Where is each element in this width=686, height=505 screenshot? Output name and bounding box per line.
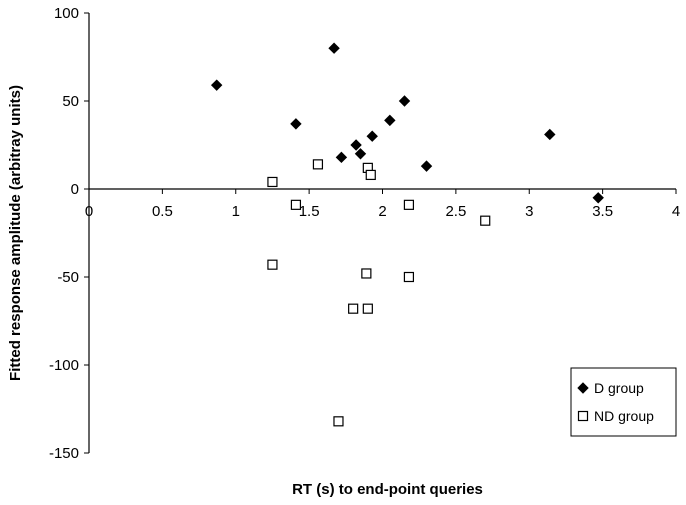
d-group-point	[335, 151, 348, 164]
legend-box	[570, 367, 677, 437]
x-tick-label: 3.5	[592, 203, 613, 220]
nd-group-point	[362, 303, 373, 314]
nd-group-point	[480, 215, 491, 226]
d-group-point	[290, 118, 302, 130]
d-group-point	[366, 130, 378, 142]
nd-group-point	[403, 199, 415, 210]
nd-group-point	[267, 176, 278, 188]
legend-d-group-label: D group	[594, 380, 644, 396]
x-tick-label: 0	[85, 203, 93, 220]
nd-group-point	[312, 159, 324, 170]
y-tick-label: 0	[71, 181, 79, 198]
x-tick-label: 2	[378, 203, 386, 220]
y-tick-label: 100	[54, 5, 79, 22]
nd-group-point	[365, 169, 376, 181]
d-group-point	[354, 148, 367, 160]
x-tick-label: 3	[525, 203, 533, 220]
d-group-point	[592, 192, 604, 204]
d-group-point	[328, 42, 340, 54]
d-group-point	[420, 160, 433, 172]
y-tick-label: -50	[57, 269, 79, 286]
nd-group-point	[348, 303, 359, 314]
ticks-layer: -150 -100 -50 0 50 100 0 0.5 1 1.5 2 2.5 3 3.5 4	[49, 5, 680, 462]
x-tick-label: 0.5	[152, 203, 173, 220]
d-group-point	[210, 79, 223, 91]
points-layer	[210, 42, 604, 427]
y-tick-label: 50	[62, 93, 79, 110]
d-group-point	[350, 139, 362, 151]
nd-group-point	[361, 268, 372, 279]
nd-group-point	[267, 259, 278, 270]
x-axis-title: RT (s) to end-point queries	[292, 481, 483, 498]
nd-group-point	[290, 199, 302, 210]
legend-nd-group-marker	[577, 410, 589, 422]
x-tick-label: 1	[232, 203, 240, 220]
x-tick-label: 4	[672, 203, 680, 220]
y-tick-label: -100	[49, 357, 79, 374]
d-group-point	[384, 114, 396, 127]
d-group-point	[544, 128, 556, 141]
x-tick-label: 1.5	[299, 203, 320, 220]
legend-d-group-marker	[577, 382, 589, 394]
nd-group-point	[333, 416, 344, 427]
d-group-point	[398, 95, 411, 107]
legend-nd-group-label: ND group	[594, 408, 654, 424]
legend: D group ND group	[570, 367, 677, 437]
nd-group-point	[403, 271, 415, 283]
y-tick-label: -150	[49, 445, 79, 462]
x-tick-label: 2.5	[445, 203, 466, 220]
y-axis-title: Fitted response amplitude (arbitray unit…	[7, 85, 24, 381]
